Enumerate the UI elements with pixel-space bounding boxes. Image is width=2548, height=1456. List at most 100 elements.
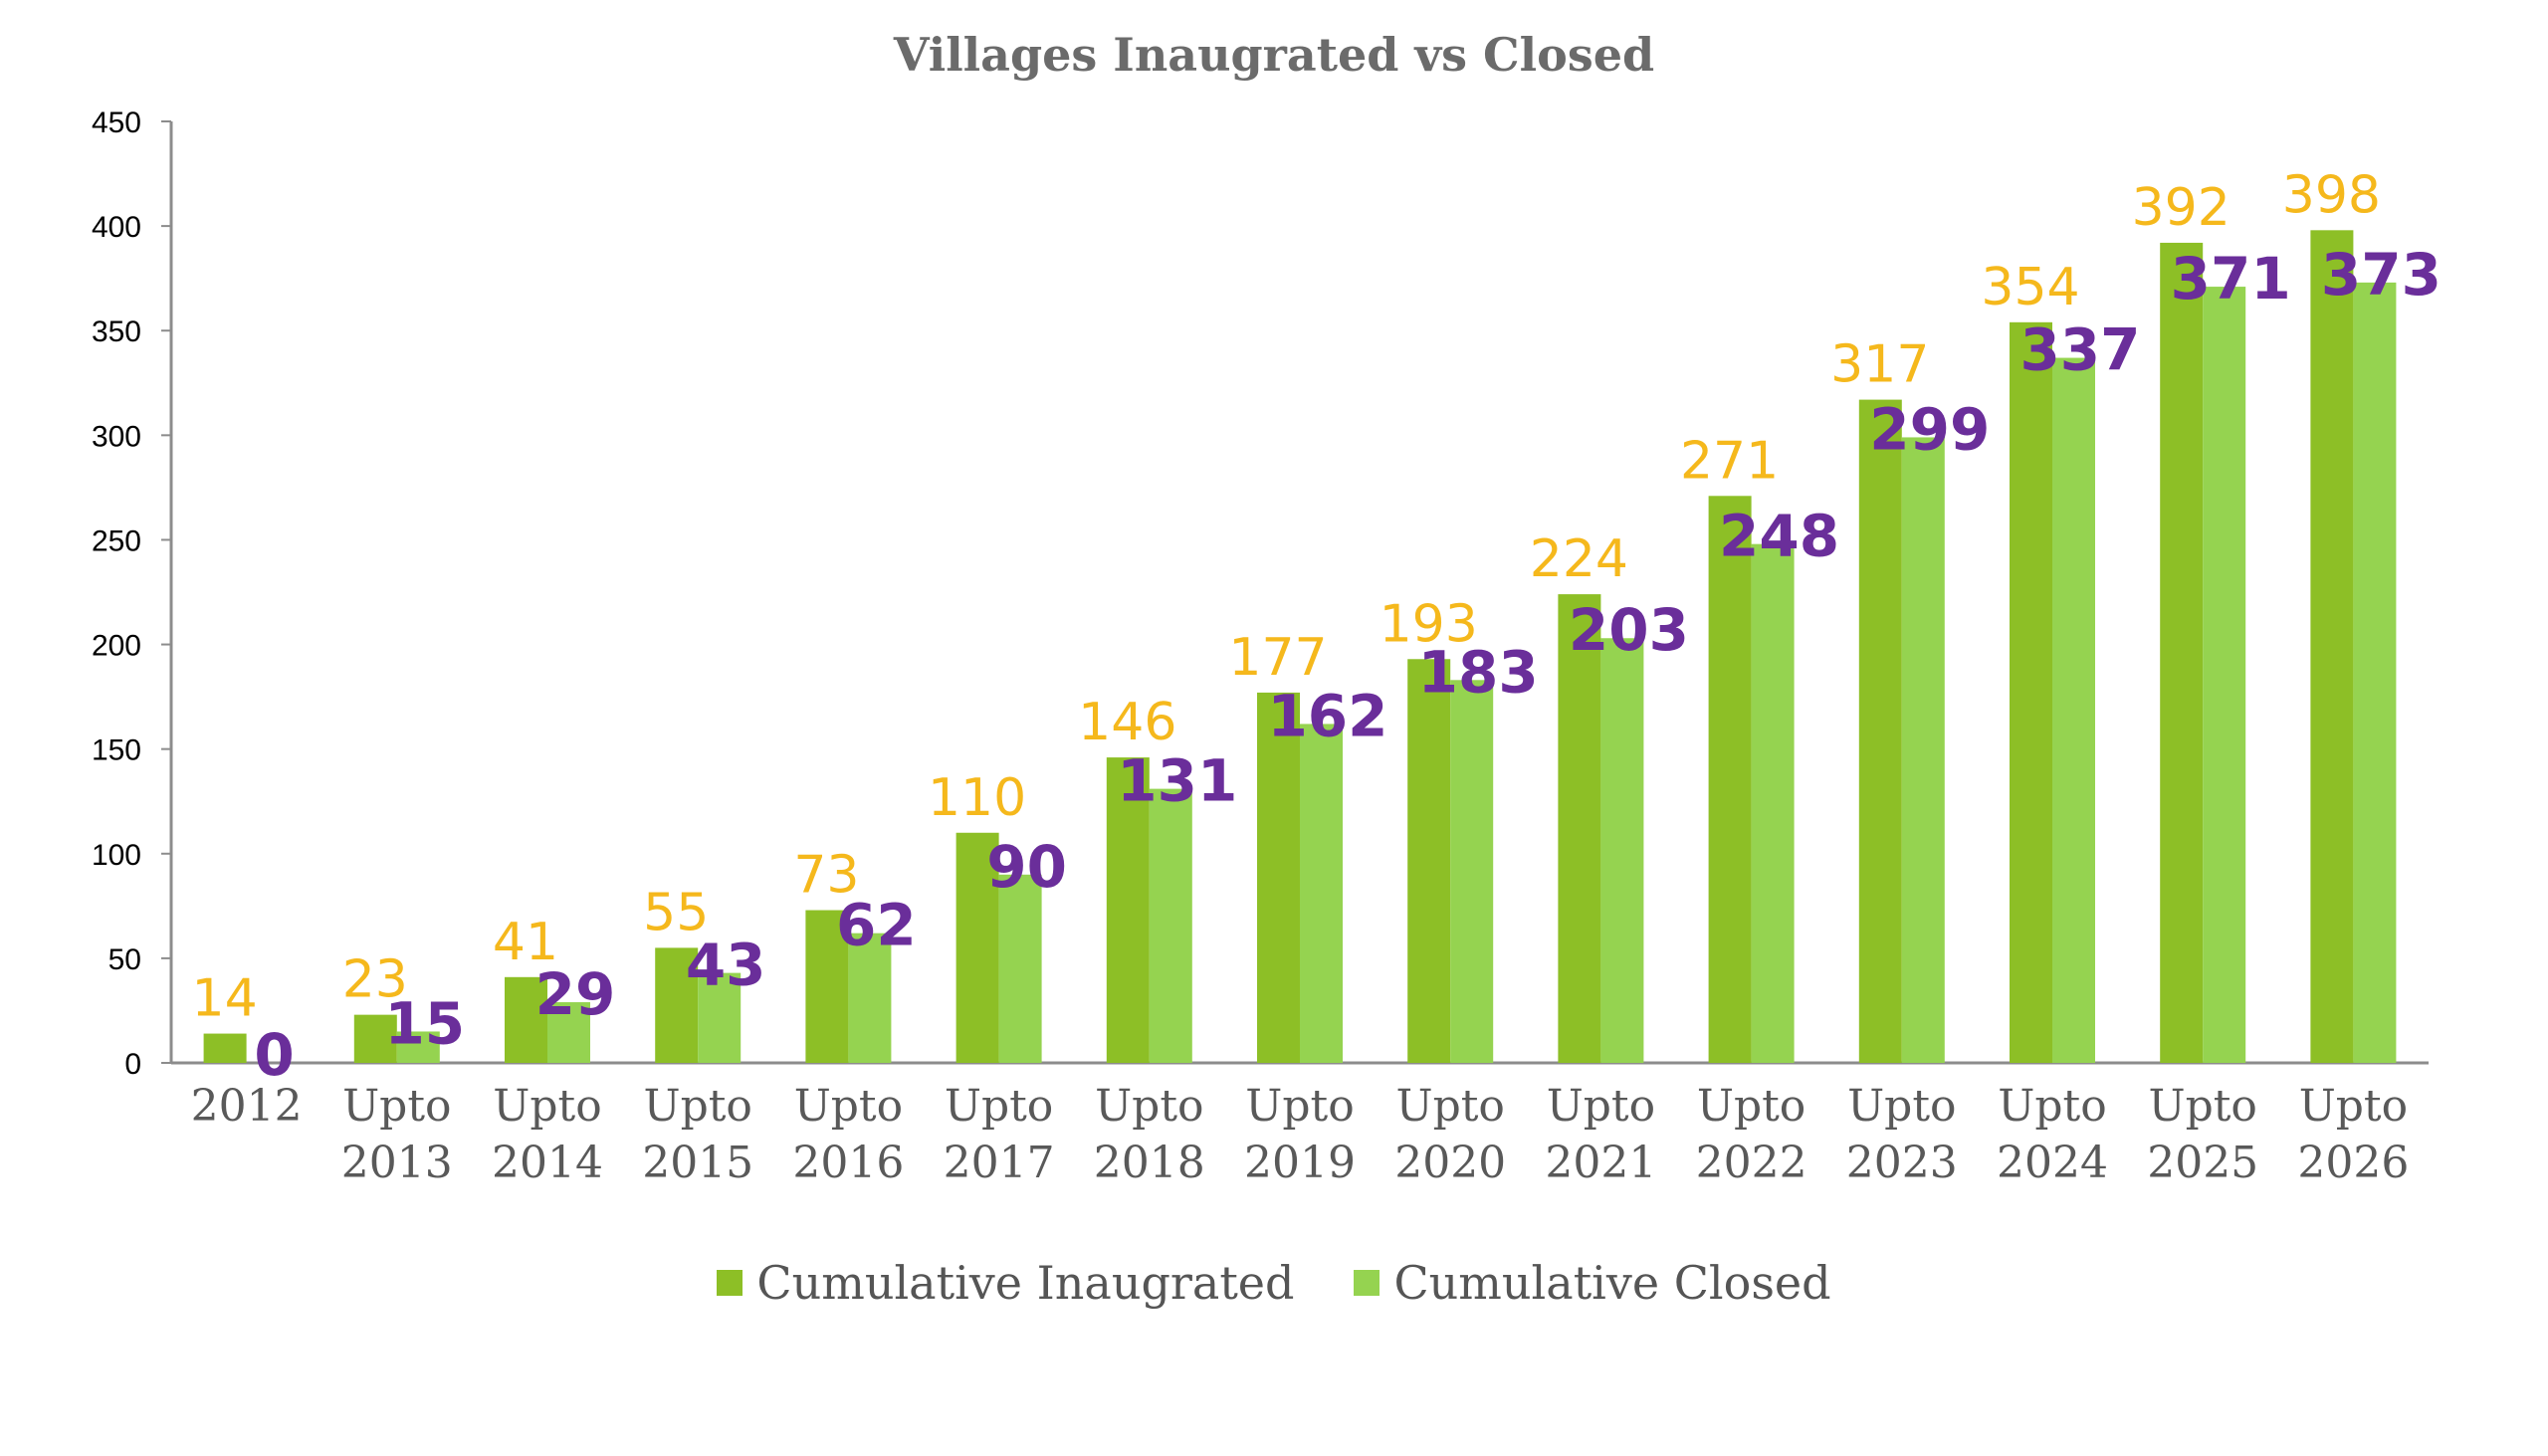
data-label-closed: 337 <box>2019 316 2140 384</box>
bar-closed <box>1300 724 1343 1063</box>
bar-closed <box>2203 287 2246 1063</box>
y-tick-label: 300 <box>92 420 141 453</box>
legend-label-closed: Cumulative Closed <box>1393 1256 1831 1310</box>
x-tick-label: 2013 <box>341 1138 453 1188</box>
data-label-inaugrated: 354 <box>1981 258 2079 317</box>
x-tick-label: 2012 <box>191 1081 303 1132</box>
y-tick-label: 0 <box>124 1048 141 1081</box>
y-tick-label: 200 <box>92 630 141 663</box>
y-tick-label: 400 <box>92 211 141 244</box>
legend-item-closed: Cumulative Closed <box>1354 1256 1831 1310</box>
legend-item-inaugrated: Cumulative Inaugrated <box>717 1256 1294 1310</box>
data-label-closed: 162 <box>1267 682 1387 749</box>
bar-inaugrated <box>1558 594 1601 1063</box>
data-label-closed: 373 <box>2321 241 2442 309</box>
x-tick-label: Upto <box>493 1081 601 1132</box>
x-tick-label: 2022 <box>1696 1138 1807 1188</box>
data-label-closed: 183 <box>1418 638 1539 706</box>
bar-closed <box>2052 357 2095 1063</box>
data-label-closed: 43 <box>686 932 766 999</box>
bar-inaugrated <box>1407 659 1451 1063</box>
data-label-closed: 29 <box>535 960 616 1028</box>
bar-closed <box>1751 543 1795 1063</box>
data-label-inaugrated: 224 <box>1530 529 1628 589</box>
bar-closed <box>1450 680 1494 1063</box>
x-tick-label: Upto <box>794 1081 903 1132</box>
data-label-closed: 131 <box>1117 747 1237 815</box>
x-tick-label: Upto <box>1095 1081 1203 1132</box>
bar-inaugrated <box>505 976 547 1063</box>
x-tick-label: Upto <box>2299 1081 2408 1132</box>
x-tick-label: Upto <box>1245 1081 1354 1132</box>
data-label-inaugrated: 110 <box>928 768 1026 828</box>
x-tick-label: Upto <box>342 1081 451 1132</box>
bar-closed <box>396 1031 440 1063</box>
y-tick-label: 250 <box>92 524 141 557</box>
x-tick-label: 2023 <box>1846 1138 1958 1188</box>
x-tick-label: Upto <box>1697 1081 1805 1132</box>
x-tick-label: 2017 <box>944 1138 1055 1188</box>
bar-inaugrated <box>1858 399 1902 1063</box>
bar-closed <box>547 1002 590 1063</box>
x-tick-label: Upto <box>2148 1081 2256 1132</box>
bar-inaugrated <box>203 1033 247 1063</box>
data-label-closed: 371 <box>2171 245 2291 312</box>
data-label-inaugrated: 14 <box>192 969 258 1029</box>
bar-inaugrated <box>2310 230 2354 1063</box>
data-label-inaugrated: 41 <box>493 913 558 972</box>
x-tick-label: Upto <box>1998 1081 2106 1132</box>
y-tick-label: 100 <box>92 839 141 872</box>
bar-inaugrated <box>1257 692 1300 1063</box>
bar-closed <box>848 933 892 1063</box>
x-tick-label: Upto <box>945 1081 1053 1132</box>
bar-inaugrated <box>353 1014 397 1063</box>
bar-inaugrated <box>1708 496 1752 1063</box>
data-label-inaugrated: 398 <box>2282 165 2381 225</box>
bar-inaugrated <box>2010 321 2052 1063</box>
data-label-inaugrated: 73 <box>793 846 859 906</box>
x-tick-label: Upto <box>1547 1081 1655 1132</box>
data-label-inaugrated: 271 <box>1680 431 1779 491</box>
y-tick-label: 350 <box>92 315 141 348</box>
x-tick-label: 2016 <box>792 1138 904 1188</box>
bar-closed <box>1149 788 1192 1063</box>
x-tick-label: 2025 <box>2147 1138 2258 1188</box>
x-tick-label: 2021 <box>1545 1138 1656 1188</box>
x-tick-label: Upto <box>643 1081 751 1132</box>
x-tick-label: 2020 <box>1394 1138 1506 1188</box>
legend-swatch-inaugrated <box>717 1270 743 1296</box>
legend: Cumulative Inaugrated Cumulative Closed <box>0 1256 2548 1310</box>
data-label-closed: 0 <box>254 1021 294 1089</box>
bar-closed <box>2353 282 2397 1064</box>
x-tick-label: 2024 <box>1997 1138 2108 1188</box>
bar-closed <box>698 972 742 1063</box>
data-label-inaugrated: 23 <box>342 950 408 1010</box>
y-tick-label: 50 <box>108 943 141 976</box>
data-label-inaugrated: 146 <box>1078 693 1176 752</box>
bar-inaugrated <box>2160 242 2204 1063</box>
x-tick-label: Upto <box>1395 1081 1504 1132</box>
x-tick-label: 2015 <box>642 1138 753 1188</box>
data-label-inaugrated: 177 <box>1228 628 1327 688</box>
x-tick-label: 2019 <box>1244 1138 1356 1188</box>
y-tick-label: 150 <box>92 734 141 767</box>
x-tick-label: 2014 <box>492 1138 603 1188</box>
data-label-closed: 62 <box>836 892 917 959</box>
bar-closed <box>1901 437 1945 1063</box>
data-label-closed: 15 <box>384 989 465 1057</box>
data-label-inaugrated: 317 <box>1830 335 1929 395</box>
data-label-closed: 299 <box>1869 395 1990 463</box>
y-tick-label: 450 <box>92 106 141 139</box>
bar-inaugrated <box>956 832 999 1063</box>
legend-label-inaugrated: Cumulative Inaugrated <box>756 1256 1295 1310</box>
bar-closed <box>1600 638 1644 1063</box>
data-label-inaugrated: 193 <box>1380 594 1478 654</box>
data-label-inaugrated: 392 <box>2132 178 2230 238</box>
bar-inaugrated <box>1106 757 1150 1063</box>
x-tick-label: Upto <box>1847 1081 1956 1132</box>
bar-inaugrated <box>805 910 849 1063</box>
chart-title: Villages Inaugrated vs Closed <box>893 28 1655 82</box>
legend-swatch-closed <box>1354 1270 1380 1296</box>
